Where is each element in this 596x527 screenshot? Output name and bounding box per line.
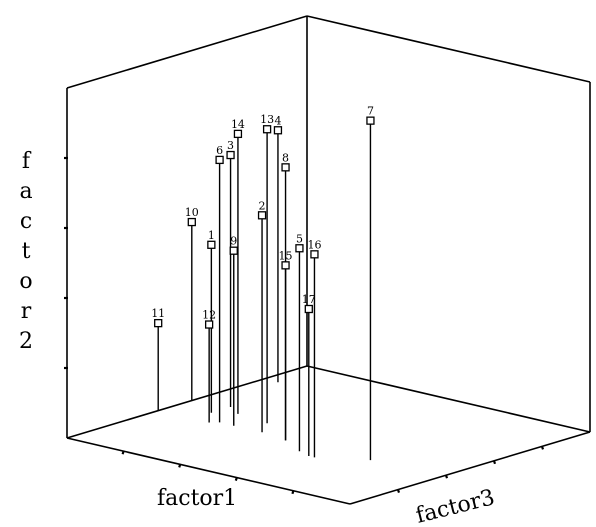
point-label: 1 — [208, 229, 215, 242]
data-point — [233, 129, 243, 139]
point-label: 13 — [260, 113, 274, 126]
y-axis-label-char: r — [21, 299, 32, 324]
point-label: 10 — [185, 206, 199, 219]
point-label: 9 — [230, 235, 237, 248]
y-axis-label-char: o — [19, 269, 32, 294]
point-label: 16 — [307, 238, 321, 251]
data-point — [187, 217, 196, 227]
data-point — [257, 211, 267, 220]
z-axis-label: factor3 — [413, 485, 497, 527]
data-point — [262, 125, 272, 134]
data-point — [281, 163, 290, 172]
point-label: 4 — [274, 114, 281, 127]
point-label: 12 — [202, 309, 216, 322]
plot-frame — [66, 15, 591, 505]
data-point — [366, 116, 375, 125]
z-tick — [178, 464, 182, 468]
data-point — [310, 250, 319, 259]
y-axis-label-char: 2 — [19, 329, 33, 354]
frame-edge — [306, 365, 591, 433]
y-axis-label-char: f — [22, 149, 32, 174]
axis-ticks — [64, 156, 545, 495]
x-tick — [444, 474, 449, 479]
data-point — [215, 155, 224, 165]
z-tick — [121, 450, 125, 455]
data-point — [273, 126, 283, 135]
point-label: 7 — [367, 105, 374, 118]
y-axis-label-char: c — [20, 209, 32, 234]
data-point — [207, 240, 216, 249]
z-tick — [291, 490, 295, 495]
point-label: 3 — [227, 139, 234, 152]
point-label: 14 — [231, 118, 245, 131]
frame-edge — [306, 15, 591, 83]
point-label: 11 — [151, 307, 165, 320]
point-stems — [157, 120, 372, 461]
z-tick — [234, 477, 238, 481]
x-tick — [492, 460, 497, 465]
data-point — [281, 261, 290, 270]
frame-edge — [66, 15, 308, 89]
data-point — [229, 246, 238, 255]
frame-edge — [66, 437, 351, 505]
point-label: 5 — [296, 232, 303, 245]
x-axis-label: factor1 — [157, 486, 237, 511]
point-label: 6 — [216, 144, 223, 157]
x-tick — [396, 489, 401, 493]
point-label: 17 — [302, 293, 316, 306]
data-point — [304, 304, 313, 314]
data-point — [204, 320, 214, 329]
point-label: 8 — [282, 151, 289, 164]
data-point — [295, 244, 304, 253]
frame-edge — [349, 431, 591, 505]
point-label: 2 — [259, 199, 266, 212]
data-point — [226, 150, 235, 160]
point-label: 15 — [279, 249, 293, 262]
y-axis-label-char: a — [19, 179, 32, 204]
data-point — [154, 318, 163, 328]
x-tick — [540, 446, 545, 450]
y-axis-label-char: t — [22, 239, 31, 264]
frame-edge — [66, 365, 308, 439]
